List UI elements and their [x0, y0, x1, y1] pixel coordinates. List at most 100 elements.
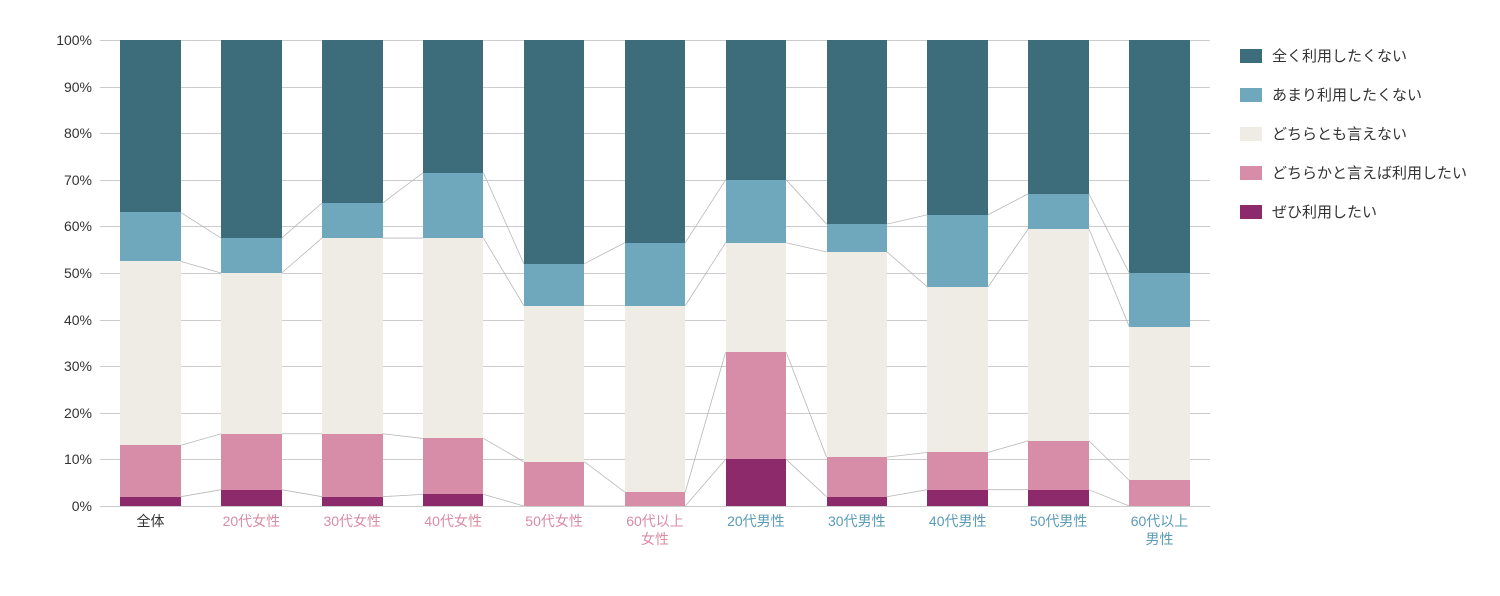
bar-segment	[1129, 327, 1190, 481]
bar-segment	[726, 180, 787, 243]
stacked-bar	[322, 40, 383, 506]
bar-segment	[1028, 490, 1089, 506]
bar-segment	[322, 238, 383, 434]
x-axis-labels: 全体20代女性30代女性40代女性50代女性60代以上 女性20代男性30代男性…	[100, 506, 1210, 576]
bar-segment	[423, 438, 484, 494]
plot-area	[100, 40, 1210, 506]
y-tick-label: 70%	[64, 172, 92, 188]
bar-segment	[927, 452, 988, 489]
legend-swatch	[1240, 205, 1262, 219]
bar-segment	[827, 457, 888, 497]
bar-segment	[625, 243, 686, 306]
bars-group	[100, 40, 1210, 506]
bar-segment	[726, 459, 787, 506]
y-tick-label: 10%	[64, 451, 92, 467]
bar-segment	[221, 490, 282, 506]
stacked-bar	[221, 40, 282, 506]
bar-segment	[322, 40, 383, 203]
x-axis-label: 30代男性	[806, 506, 907, 576]
legend-label: どちらかと言えば利用したい	[1272, 162, 1467, 183]
y-axis: 0%10%20%30%40%50%60%70%80%90%100%	[40, 40, 100, 506]
bar-column	[605, 40, 706, 506]
legend-label: あまり利用したくない	[1272, 84, 1422, 105]
legend-item: 全く利用したくない	[1240, 45, 1480, 66]
legend-swatch	[1240, 49, 1262, 63]
bar-segment	[524, 462, 585, 506]
bar-segment	[927, 40, 988, 215]
legend-label: どちらとも言えない	[1272, 123, 1407, 144]
bar-column	[705, 40, 806, 506]
bar-segment	[1129, 273, 1190, 327]
bar-column	[806, 40, 907, 506]
bar-segment	[120, 212, 181, 261]
bar-segment	[1028, 229, 1089, 441]
x-axis-label: 30代女性	[302, 506, 403, 576]
bar-segment	[120, 40, 181, 212]
y-tick-label: 50%	[64, 265, 92, 281]
x-axis-label: 50代男性	[1008, 506, 1109, 576]
legend-swatch	[1240, 166, 1262, 180]
stacked-bar	[1129, 40, 1190, 506]
legend-item: ぜひ利用したい	[1240, 201, 1480, 222]
y-tick-label: 40%	[64, 312, 92, 328]
legend-item: どちらかと言えば利用したい	[1240, 162, 1480, 183]
bar-column	[100, 40, 201, 506]
bar-segment	[827, 40, 888, 224]
stacked-bar	[927, 40, 988, 506]
bar-segment	[1028, 40, 1089, 194]
stacked-bar	[120, 40, 181, 506]
x-axis-label: 60代以上 女性	[605, 506, 706, 576]
bar-segment	[423, 40, 484, 173]
bar-segment	[927, 287, 988, 452]
legend-label: ぜひ利用したい	[1272, 201, 1377, 222]
x-axis-label: 60代以上 男性	[1109, 506, 1210, 576]
x-axis-label: 50代女性	[504, 506, 605, 576]
bar-segment	[927, 215, 988, 287]
stacked-bar	[423, 40, 484, 506]
bar-segment	[221, 238, 282, 273]
x-axis-label: 40代女性	[403, 506, 504, 576]
bar-segment	[423, 173, 484, 238]
y-tick-label: 60%	[64, 218, 92, 234]
x-axis-label: 全体	[100, 506, 201, 576]
stacked-bar	[524, 40, 585, 506]
bar-segment	[827, 497, 888, 506]
y-tick-label: 30%	[64, 358, 92, 374]
legend-swatch	[1240, 88, 1262, 102]
bar-segment	[827, 224, 888, 252]
legend-item: どちらとも言えない	[1240, 123, 1480, 144]
bar-segment	[726, 243, 787, 353]
chart-container: 0%10%20%30%40%50%60%70%80%90%100% 全体20代女…	[0, 0, 1500, 596]
bar-segment	[625, 306, 686, 492]
x-axis-label: 20代女性	[201, 506, 302, 576]
bar-segment	[1129, 40, 1190, 273]
legend-label: 全く利用したくない	[1272, 45, 1407, 66]
bar-column	[907, 40, 1008, 506]
y-tick-label: 0%	[72, 498, 92, 514]
bar-segment	[1129, 480, 1190, 506]
bar-segment	[322, 203, 383, 238]
x-axis-label: 40代男性	[907, 506, 1008, 576]
bar-segment	[322, 434, 383, 497]
legend-item: あまり利用したくない	[1240, 84, 1480, 105]
bar-segment	[524, 40, 585, 264]
bar-segment	[120, 497, 181, 506]
bar-column	[504, 40, 605, 506]
bar-segment	[927, 490, 988, 506]
bar-segment	[726, 40, 787, 180]
stacked-bar	[827, 40, 888, 506]
bar-segment	[423, 494, 484, 506]
bar-segment	[524, 306, 585, 462]
y-tick-label: 80%	[64, 125, 92, 141]
bar-segment	[1028, 194, 1089, 229]
y-tick-label: 90%	[64, 79, 92, 95]
bar-segment	[827, 252, 888, 457]
bar-segment	[625, 492, 686, 506]
bar-column	[302, 40, 403, 506]
y-tick-label: 100%	[56, 32, 92, 48]
bar-segment	[120, 445, 181, 496]
bar-column	[201, 40, 302, 506]
bar-segment	[423, 238, 484, 438]
bar-column	[403, 40, 504, 506]
x-axis-label: 20代男性	[705, 506, 806, 576]
